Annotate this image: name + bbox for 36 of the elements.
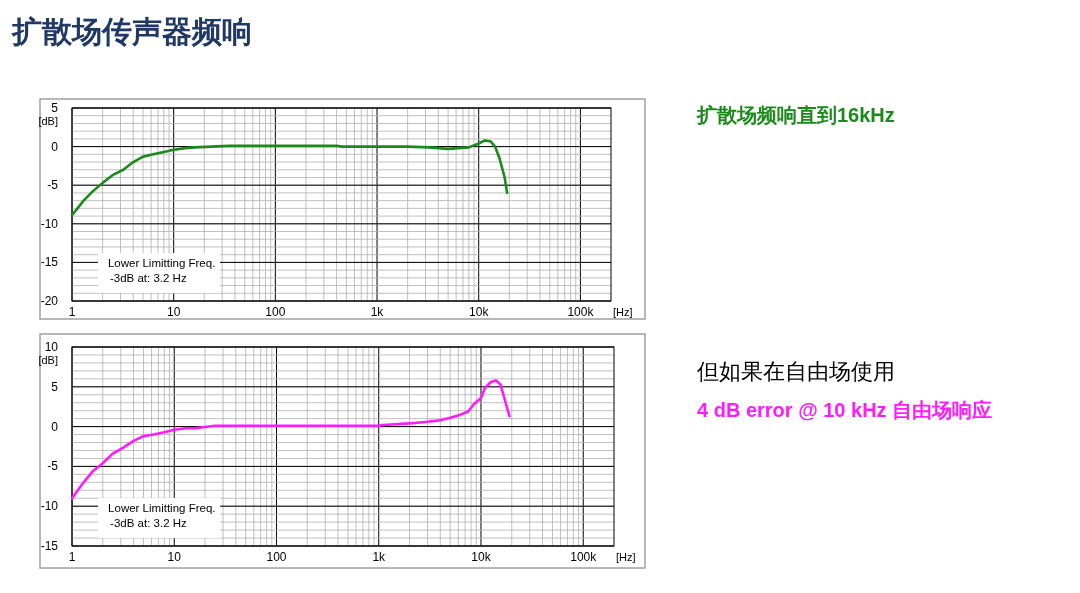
x-tick-label: 100	[265, 305, 286, 319]
x-tick-label: 10k	[469, 305, 490, 319]
annotation: Lower Limitting Freq.	[108, 502, 216, 514]
y-tick-label: -15	[40, 539, 59, 553]
y-tick-label: -5	[47, 178, 59, 193]
x-tick-label: 100	[266, 550, 287, 564]
x-tick-label: 1k	[372, 550, 387, 564]
x-tick-label: 100k	[570, 550, 598, 564]
y-tick-label: 10	[44, 340, 59, 354]
y-tick-label: 0	[51, 419, 59, 434]
x-tick-label: 10	[167, 305, 181, 319]
text: 但如果在自由场使用	[697, 359, 895, 384]
y-tick-label: -10	[40, 499, 59, 514]
annotation: -3dB at: 3.2 Hz	[110, 517, 188, 529]
y-tick-label: -10	[40, 216, 59, 231]
x-tick-label: 10	[167, 550, 182, 564]
annotation: Lower Limitting Freq.	[107, 257, 216, 269]
text: 4 dB error @ 10 kHz 自由场响应	[697, 399, 993, 421]
text: 扩散场频响直到16kHz	[696, 104, 895, 126]
x-tick-label: 1k	[370, 305, 385, 319]
y-tick-label: -5	[47, 459, 59, 474]
y-axis-title: [dB]	[38, 354, 58, 366]
x-tick-label: 10k	[471, 550, 492, 564]
x-tick-label: 100k	[567, 305, 595, 319]
y-tick-label: 5	[51, 101, 59, 115]
y-axis-title: [dB]	[38, 115, 58, 127]
x-tick-label: 1	[68, 305, 76, 319]
y-tick-label: 5	[51, 379, 59, 394]
annotation: -3dB at: 3.2 Hz	[109, 272, 187, 284]
chart-title: 扩散场传声器频响	[11, 15, 252, 48]
y-tick-label: -20	[40, 294, 59, 308]
x-axis-title: [Hz]	[613, 306, 633, 318]
y-tick-label: -15	[40, 255, 59, 270]
x-axis-title: [Hz]	[616, 551, 636, 563]
x-tick-label: 1	[68, 550, 76, 564]
y-tick-label: 0	[51, 139, 59, 154]
